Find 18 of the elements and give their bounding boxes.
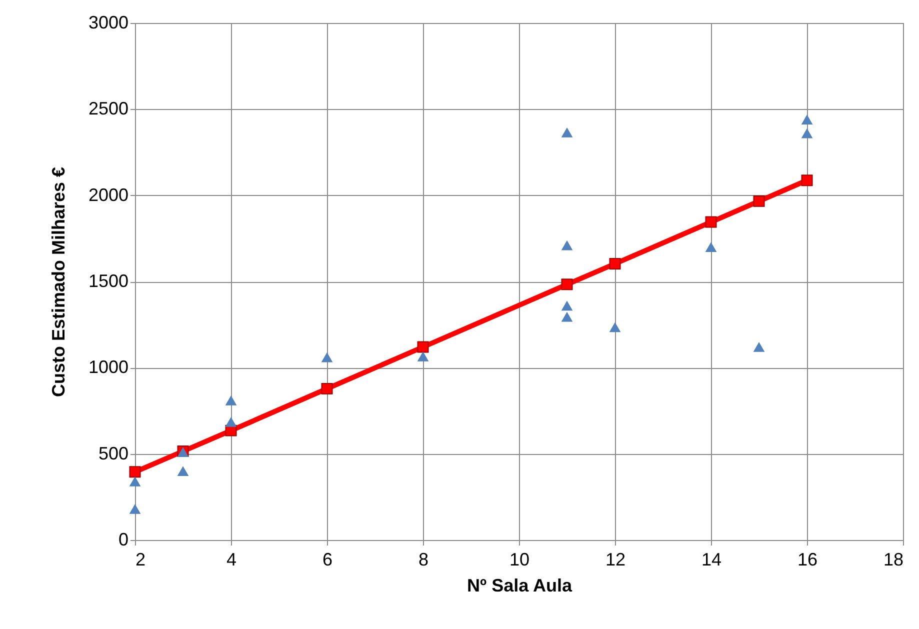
x-tick-label: 18 <box>883 550 904 570</box>
x-tick-label: 2 <box>136 550 146 570</box>
x-tick-label: 6 <box>322 550 333 570</box>
y-tick-label: 2000 <box>88 184 128 205</box>
y-tick-label: 500 <box>98 443 128 464</box>
x-tick-label: 16 <box>797 550 818 570</box>
y-tick-label: 0 <box>118 530 128 550</box>
y-tick-label: 3000 <box>88 12 128 32</box>
x-tick-label: 8 <box>418 550 429 570</box>
x-tick-label: 10 <box>509 550 530 570</box>
y-tick-label: 1500 <box>88 271 128 291</box>
x-axis-title: Nº Sala Aula <box>467 576 573 596</box>
x-tick-label: 4 <box>226 550 237 570</box>
x-tick-label: 14 <box>701 550 722 570</box>
x-tick-label: 12 <box>605 550 626 570</box>
y-tick-label: 2500 <box>88 98 128 119</box>
y-tick-label: 1000 <box>88 357 128 378</box>
y-axis-title: Custo Estimado Milhares € <box>48 166 68 398</box>
